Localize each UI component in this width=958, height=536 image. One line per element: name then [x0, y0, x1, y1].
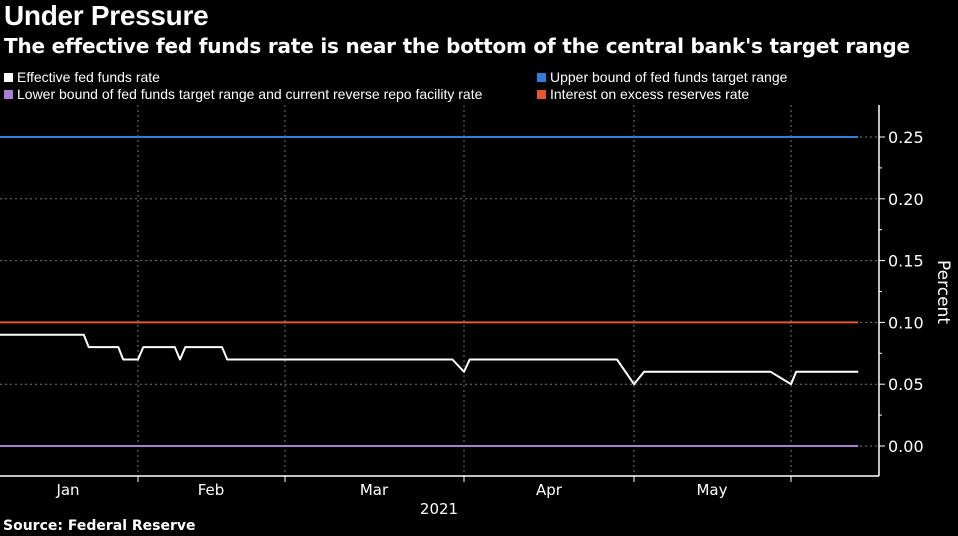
x-tick-label: Jan [55, 481, 79, 499]
x-axis-label: 2021 [420, 500, 458, 518]
legend-label: Interest on excess reserves rate [550, 86, 750, 102]
x-tick-label: Apr [536, 481, 563, 499]
y-tick-label: 0.05 [888, 375, 924, 394]
y-tick-label: 0.20 [888, 190, 924, 209]
y-tick-label: 0.25 [888, 128, 924, 147]
y-tick-label: 0.00 [888, 437, 924, 456]
legend-item-lower: Lower bound of fed funds target range an… [4, 86, 482, 102]
chart-subtitle: The effective fed funds rate is near the… [4, 34, 910, 58]
legend-swatch [537, 89, 546, 99]
legend-label: Upper bound of fed funds target range [550, 69, 788, 85]
legend-item-ioer: Interest on excess reserves rate [537, 86, 749, 102]
source-note: Source: Federal Reserve [3, 518, 196, 534]
legend-swatch [537, 72, 546, 82]
series-line-effective [0, 333, 859, 386]
legend-label: Effective fed funds rate [17, 69, 160, 85]
legend-label: Lower bound of fed funds target range an… [17, 86, 483, 102]
x-tick-label: May [696, 481, 727, 499]
legend-item-upper: Upper bound of fed funds target range [537, 69, 787, 85]
legend-swatch [4, 72, 13, 82]
chart-title: Under Pressure [4, 0, 209, 31]
y-axis-label: Percent [933, 260, 953, 324]
x-tick-label: Feb [198, 481, 225, 499]
legend-swatch [4, 89, 13, 99]
y-tick-label: 0.15 [888, 252, 924, 271]
x-tick-label: Mar [360, 481, 389, 499]
y-tick-label: 0.10 [888, 313, 924, 332]
legend-item-effective: Effective fed funds rate [4, 69, 160, 85]
